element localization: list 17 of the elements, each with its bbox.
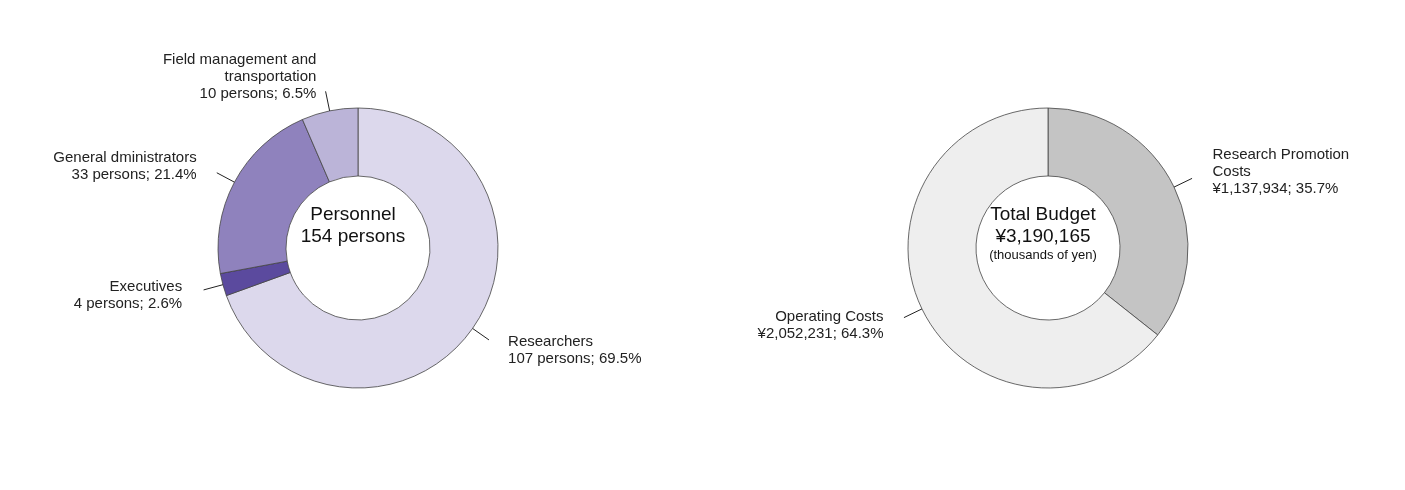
data-label: 10 persons; 6.5%: [199, 83, 317, 101]
data-label: ¥1,137,934; 35.7%: [1211, 179, 1339, 197]
data-label: ¥2,052,231; 64.3%: [756, 324, 884, 342]
data-label: 107 persons; 69.5%: [508, 348, 642, 366]
slice-label: Operating Costs: [775, 307, 884, 325]
slice-label: Field management and transportation: [162, 49, 317, 84]
slice-label: Executives: [109, 276, 183, 294]
slice-label: General dministrators: [53, 147, 197, 165]
text: 154 persons: [299, 225, 407, 247]
data-label: 33 persons; 21.4%: [71, 164, 197, 182]
data-label: 4 persons; 2.6%: [73, 293, 183, 311]
text: Personnel: [309, 203, 397, 225]
slice-label: Research Promotion Costs: [1212, 145, 1350, 180]
text: Total Budget: [989, 203, 1097, 225]
text: (thousands of yen): [988, 247, 1098, 262]
slice-label: Researchers: [508, 331, 594, 349]
text: ¥3,190,165: [994, 225, 1092, 247]
